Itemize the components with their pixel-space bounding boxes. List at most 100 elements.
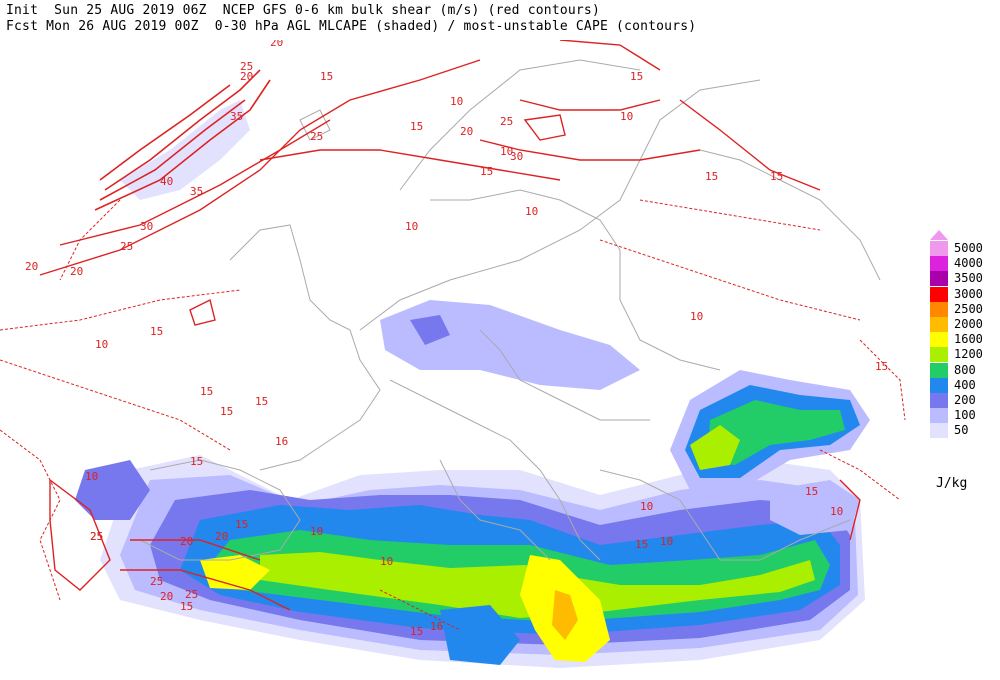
cape-shading: [75, 100, 870, 668]
shear-contour-label: 15: [190, 455, 203, 468]
shear-contour-label: 15: [200, 385, 213, 398]
legend-label: 3000: [954, 286, 983, 301]
shear-contour-label: 20: [270, 40, 283, 49]
shear-contour-label: 15: [480, 165, 493, 178]
shear-contour-label: 20: [600, 40, 613, 43]
shear-contour-label: 15: [630, 70, 643, 83]
legend-label: 3500: [954, 271, 983, 286]
shear-contour-label: 15: [805, 485, 818, 498]
shear-contour-label: 15: [410, 120, 423, 133]
shear-contour-label: 15: [320, 70, 333, 83]
shear-contour-label: 25: [240, 60, 253, 73]
cape-region-central: [380, 300, 640, 390]
legend-label: 800: [954, 362, 976, 377]
shear-contour-label: 25: [185, 588, 198, 601]
shear-label-group: 2025201535403530252010152520101525302520…: [25, 40, 888, 638]
shear-contour-label: 20: [180, 535, 193, 548]
shear-contour-label: 10: [525, 205, 538, 218]
legend-swatch: [930, 408, 948, 424]
legend-swatch: [930, 317, 948, 332]
shear-contour-label: 25: [120, 240, 133, 253]
legend-swatch: [930, 241, 948, 256]
legend-label: 1600: [954, 332, 983, 347]
shear-contour-label: 40: [160, 175, 173, 188]
legend-swatch: [930, 393, 948, 408]
shear-contour-label: 10: [85, 470, 98, 483]
legend-swatch: [930, 301, 948, 317]
shear-contour-label: 35: [190, 185, 203, 198]
shear-contour-label: 15: [180, 600, 193, 613]
shear-contour-label: 16: [275, 435, 288, 448]
shear-contour-label: 35: [230, 110, 243, 123]
shear-contour-label: 15: [220, 405, 233, 418]
cape-region-atlantic: [75, 460, 150, 520]
shear-contour-label: 25: [310, 130, 323, 143]
shear-contour-label: 10: [310, 525, 323, 538]
legend-swatch: [930, 423, 948, 439]
shear-contour-label: 20: [215, 530, 228, 543]
legend-label: 200: [954, 393, 976, 407]
legend-label: 1200: [954, 347, 983, 362]
legend-swatch: [930, 377, 948, 393]
legend-arrow-icon: [930, 230, 948, 240]
shear-contour-label: 15: [705, 170, 718, 183]
shear-contour-label: 25: [90, 530, 103, 543]
shear-contour-label: 10: [830, 505, 843, 518]
legend-swatch: [930, 362, 948, 378]
shear-contour-label: 10: [95, 338, 108, 351]
legend-units: J/kg: [936, 476, 968, 491]
shear-contour-label: 25: [580, 40, 593, 43]
shear-contour-label: 20: [460, 125, 473, 138]
shear-contour-label: 15: [410, 625, 423, 638]
shear-contour-label: 15: [255, 395, 268, 408]
shear-contours: [0, 40, 906, 631]
legend-swatch: [930, 271, 948, 287]
chart-title-init: Init Sun 25 AUG 2019 06Z NCEP GFS 0-6 km…: [6, 3, 600, 18]
cape-region-greenland: [120, 100, 250, 200]
cape-region-libya: [440, 605, 520, 665]
shear-contour-label: 20: [240, 70, 253, 83]
shear-contour-label: 10: [690, 310, 703, 323]
shear-contour-label: 25: [500, 115, 513, 128]
shear-contour-label: 15: [235, 518, 248, 531]
shear-contour-label: 10: [405, 220, 418, 233]
cape-region-central-200: [410, 315, 450, 345]
legend-label: 2000: [954, 317, 983, 331]
cape-region-italy-2000: [552, 590, 578, 640]
shear-contour-label: 10: [500, 145, 513, 158]
shear-contour-label: 30: [140, 220, 153, 233]
borders: [139, 59, 881, 561]
legend-swatch: [930, 256, 948, 272]
shear-contour-label: 10: [660, 535, 673, 548]
shear-contour-label: 20: [160, 590, 173, 603]
map-panel: 2025201535403530252010152520101525302520…: [0, 40, 906, 668]
shear-contour-label: 10: [450, 95, 463, 108]
shear-contour-label: 25: [90, 530, 103, 543]
shear-contour-label: 15: [635, 538, 648, 551]
shear-contour-label: 10: [620, 110, 633, 123]
cape-region-east-1200: [690, 425, 740, 470]
shear-contour-label: 15: [150, 325, 163, 338]
shear-contour-label: 10: [380, 555, 393, 568]
cape-region-turkey-east: [770, 480, 860, 535]
shear-contour-label: 16: [430, 620, 443, 633]
legend-label: 100: [954, 408, 976, 423]
legend-swatch: [930, 332, 948, 348]
chart-title-forecast: Fcst Mon 26 AUG 2019 00Z 0-30 hPa AGL ML…: [6, 19, 697, 34]
legend-swatch: [930, 286, 948, 302]
legend-label: 5000: [954, 241, 983, 255]
cape-region-east-800: [708, 400, 845, 465]
legend-label: 2500: [954, 301, 983, 316]
shear-contour-label: 10: [640, 500, 653, 513]
legend-swatch: [930, 347, 948, 363]
cape-legend: 5000 4000 3500 3000 2500 2000 1600 1200 800 400 20…: [930, 230, 1000, 490]
shear-contour-label: 15: [770, 170, 783, 183]
shear-contour-label: 20: [70, 265, 83, 278]
legend-label: 4000: [954, 256, 983, 271]
legend-label: 50: [954, 423, 969, 438]
shear-contour-label: 25: [150, 575, 163, 588]
shear-contour-label: 30: [510, 150, 523, 163]
shear-contour-label: 20: [25, 260, 38, 273]
legend-label: 400: [954, 377, 976, 392]
